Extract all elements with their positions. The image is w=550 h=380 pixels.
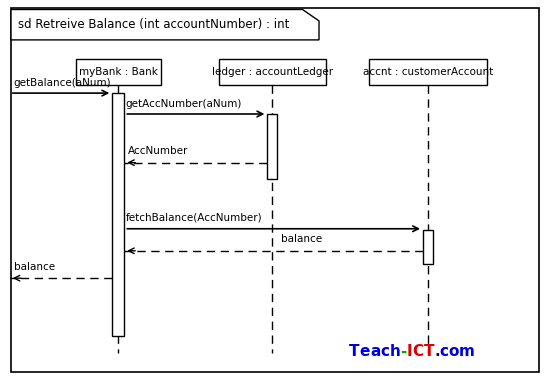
Text: balance: balance <box>280 234 322 244</box>
Bar <box>368 59 487 85</box>
Text: getBalance(aNum): getBalance(aNum) <box>14 78 111 88</box>
Text: accnt : customerAccount: accnt : customerAccount <box>363 67 493 77</box>
Bar <box>112 93 124 336</box>
Text: myBank : Bank: myBank : Bank <box>79 67 158 77</box>
Text: fetchBalance(AccNumber): fetchBalance(AccNumber) <box>125 212 262 222</box>
Text: T: T <box>349 344 360 359</box>
Text: I: I <box>407 344 412 359</box>
Bar <box>76 59 161 85</box>
Text: AccNumber: AccNumber <box>128 146 188 156</box>
Text: e: e <box>360 344 370 359</box>
Text: balance: balance <box>14 262 55 272</box>
Text: c: c <box>439 344 449 359</box>
Text: c: c <box>381 344 389 359</box>
Polygon shape <box>11 10 319 40</box>
Text: m: m <box>459 344 475 359</box>
Text: .: . <box>434 344 439 359</box>
Text: T: T <box>424 344 434 359</box>
Text: h: h <box>389 344 400 359</box>
Text: a: a <box>370 344 381 359</box>
Bar <box>218 59 326 85</box>
Text: C: C <box>412 344 424 359</box>
Text: sd Retreive Balance (int accountNumber) : int: sd Retreive Balance (int accountNumber) … <box>18 18 289 31</box>
Bar <box>423 230 433 264</box>
Text: -: - <box>400 344 407 359</box>
Text: getAccNumber(aNum): getAccNumber(aNum) <box>125 100 242 109</box>
Text: ledger : accountLedger: ledger : accountLedger <box>212 67 333 77</box>
Text: o: o <box>449 344 459 359</box>
Bar <box>267 114 277 179</box>
